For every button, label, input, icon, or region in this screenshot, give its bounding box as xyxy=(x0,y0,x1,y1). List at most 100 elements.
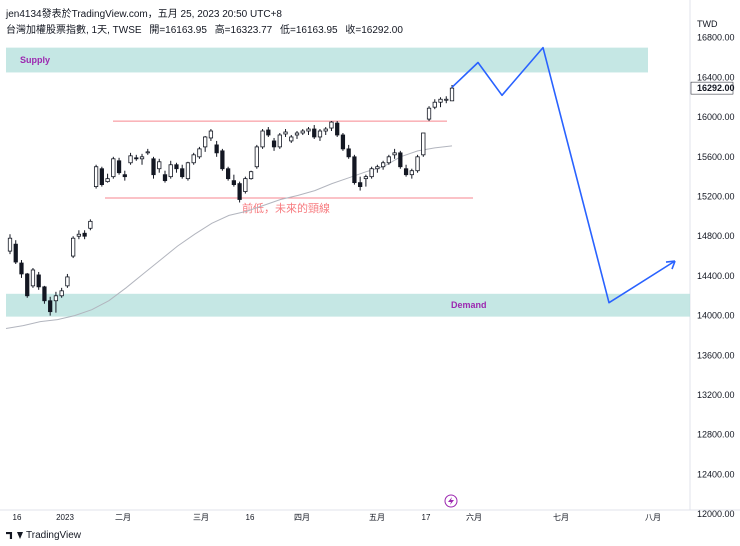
candle-body xyxy=(329,121,334,129)
candle-body xyxy=(71,237,76,257)
candle-body xyxy=(306,128,311,132)
candle-body xyxy=(340,134,346,150)
candle-body xyxy=(220,150,225,170)
candle-body xyxy=(352,156,357,184)
candle-body xyxy=(174,164,179,170)
candle-body xyxy=(421,132,426,156)
candle-body xyxy=(248,171,254,180)
neckline-annotation: 前低，未來的頸線 xyxy=(242,201,330,215)
candle-body xyxy=(13,243,18,263)
zone-label-supply: Supply xyxy=(20,55,50,65)
candle-body xyxy=(237,183,242,200)
candle-body xyxy=(168,164,173,178)
candle-body xyxy=(415,156,420,172)
candle-body xyxy=(48,300,53,313)
zone-supply xyxy=(6,47,648,73)
zone-label-demand: Demand xyxy=(451,300,487,310)
candle-body xyxy=(271,140,277,148)
candle-body xyxy=(99,168,104,186)
candle-body xyxy=(312,128,317,138)
lightning-icon-glyph xyxy=(448,497,454,505)
candle-body xyxy=(226,168,231,180)
candle-body xyxy=(346,148,351,158)
x-tick-label: 七月 xyxy=(553,513,569,522)
candle-body xyxy=(375,166,380,170)
candle-body xyxy=(88,220,93,229)
candle-body xyxy=(76,233,82,237)
candle-body xyxy=(214,144,219,154)
y-tick-label: 13200.00 xyxy=(697,390,735,400)
y-tick-label: 12400.00 xyxy=(697,469,735,479)
x-tick-label: 四月 xyxy=(294,513,310,522)
candle-body xyxy=(180,168,185,178)
x-tick-label: 五月 xyxy=(369,513,385,522)
last-price-label: 16292.00 xyxy=(697,83,735,93)
symbol-info-line: 台灣加權股票指數, 1天, TWSE 開=16163.95 高=16323.77… xyxy=(6,21,408,36)
y-tick-label: 15600.00 xyxy=(697,152,735,162)
candle-body xyxy=(65,276,70,287)
candle-body xyxy=(208,130,214,139)
projection-path xyxy=(451,46,676,304)
x-tick-label: 三月 xyxy=(193,513,209,522)
candle-body xyxy=(363,176,369,180)
ohlc-open: 開=16163.95 xyxy=(149,25,207,36)
y-tick-label: 14400.00 xyxy=(697,271,735,281)
candle-body xyxy=(403,168,409,176)
candle-body xyxy=(266,129,271,136)
candle-body xyxy=(449,87,455,102)
candle-body xyxy=(300,130,305,134)
candle-body xyxy=(162,174,168,182)
candle-body xyxy=(36,274,41,288)
candle-body xyxy=(105,178,110,183)
candle-body xyxy=(277,134,282,148)
y-tick-label: 12000.00 xyxy=(697,509,735,519)
candle-body xyxy=(82,232,87,237)
symbol-title[interactable]: 台灣加權股票指數, 1天, TWSE xyxy=(6,25,142,36)
candle-body xyxy=(197,148,202,158)
last-price-tag xyxy=(690,81,734,95)
candle-body xyxy=(369,168,374,178)
ohlc-high: 高=16323.77 xyxy=(214,25,273,36)
candle-body xyxy=(111,158,116,178)
candle-body xyxy=(7,237,13,252)
publisher-line: jen4134發表於TradingView.com，五月 25, 2023 20… xyxy=(6,9,282,20)
candle-body xyxy=(426,107,432,120)
tradingview-logo[interactable]: TradingView xyxy=(6,530,81,541)
candle-body xyxy=(157,161,162,170)
candle-body xyxy=(25,273,30,297)
y-tick-label: 16000.00 xyxy=(697,112,735,122)
candle-body xyxy=(134,157,139,160)
y-tick-label: 15200.00 xyxy=(697,192,735,202)
candle-body xyxy=(260,130,265,148)
candle-body xyxy=(380,162,386,168)
candle-body xyxy=(243,178,248,192)
candle-body xyxy=(438,98,443,103)
y-tick-label: 16400.00 xyxy=(697,72,735,82)
x-tick-label: 六月 xyxy=(466,512,482,522)
candle-body xyxy=(409,170,414,176)
candle-body xyxy=(392,152,397,156)
y-tick-label: 14800.00 xyxy=(697,231,735,241)
x-tick-label: 16 xyxy=(246,513,255,522)
projection-arrowhead xyxy=(665,260,676,270)
candle-body xyxy=(386,156,391,164)
ohlc-low: 低=16163.95 xyxy=(280,25,338,36)
candle-body xyxy=(444,98,449,101)
x-tick-label: 17 xyxy=(422,513,431,522)
currency-label: TWD xyxy=(697,19,718,29)
candle-body xyxy=(317,130,323,138)
x-tick-label: 二月 xyxy=(115,513,131,522)
candle-body xyxy=(231,180,236,186)
candle-body xyxy=(42,286,47,302)
tradingview-logo-icon xyxy=(6,532,13,539)
tradingview-brand-text: TradingView xyxy=(26,530,82,541)
candle-body xyxy=(128,155,133,164)
x-tick-label: 八月 xyxy=(645,513,661,522)
candle-body xyxy=(358,182,363,187)
candle-body xyxy=(59,290,64,297)
x-tick-label: 2023 xyxy=(56,513,74,522)
candle-body xyxy=(116,160,122,174)
candle-body xyxy=(93,166,99,187)
candle-body xyxy=(398,152,403,168)
